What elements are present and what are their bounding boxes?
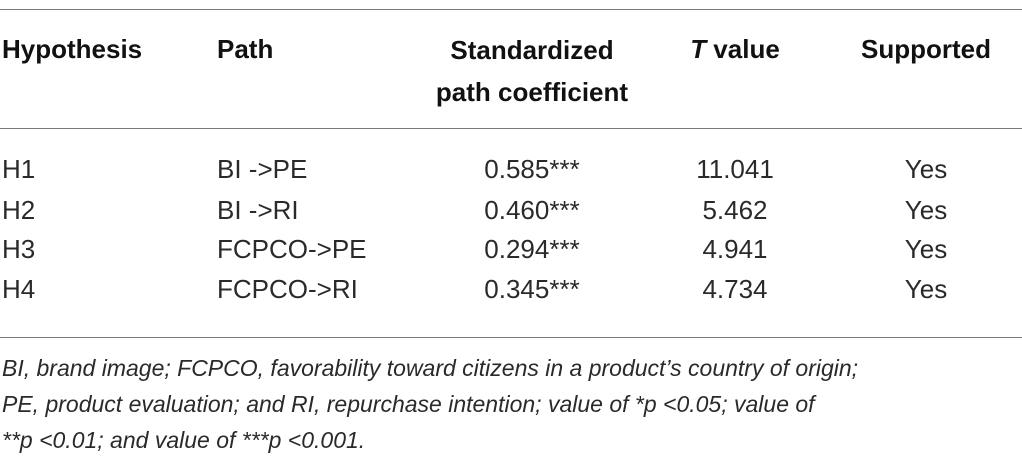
header-coefficient: Standardized path coefficient <box>400 29 664 113</box>
row-path: BI ->PE <box>217 154 308 184</box>
row-hypothesis: H3 <box>2 234 36 264</box>
row-hypothesis: H1 <box>2 154 36 184</box>
table-footnote: BI, brand image; FCPCO, favorability tow… <box>2 350 1012 458</box>
table-header-rule <box>0 128 1022 129</box>
footnote-line: **p <0.01; and value of ***p <0.001. <box>2 427 366 453</box>
row-supported: Yes <box>904 234 948 264</box>
row-coefficient: 0.585*** <box>484 154 580 184</box>
header-hypothesis: Hypothesis <box>2 34 143 64</box>
row-t-value: 11.041 <box>696 154 774 184</box>
table-bottom-rule <box>0 337 1022 338</box>
header-t-value: T value <box>664 29 806 69</box>
header-t-rest: value <box>706 34 780 64</box>
footnote-line: BI, brand image; FCPCO, favorability tow… <box>2 355 859 381</box>
header-coefficient-line1: Standardized <box>450 35 614 65</box>
row-supported: Yes <box>904 154 948 184</box>
row-path: FCPCO->RI <box>217 274 358 304</box>
row-path: FCPCO->PE <box>217 234 367 264</box>
header-coefficient-line2: path coefficient <box>435 77 629 107</box>
row-supported: Yes <box>904 195 948 225</box>
row-coefficient: 0.345*** <box>484 274 580 304</box>
row-t-value: 4.941 <box>702 234 768 264</box>
row-hypothesis: H4 <box>2 274 36 304</box>
row-hypothesis: H2 <box>2 195 36 225</box>
row-coefficient: 0.460*** <box>484 195 580 225</box>
row-path: BI ->RI <box>217 195 299 225</box>
header-path: Path <box>217 34 274 64</box>
header-supported: Supported <box>861 34 991 64</box>
row-t-value: 5.462 <box>702 195 768 225</box>
row-coefficient: 0.294*** <box>484 234 580 264</box>
footnote-line: PE, product evaluation; and RI, repurcha… <box>2 391 815 417</box>
row-supported: Yes <box>904 274 948 304</box>
row-t-value: 4.734 <box>702 274 768 304</box>
header-t-italic: T <box>690 34 707 64</box>
table-top-rule <box>0 9 1022 10</box>
